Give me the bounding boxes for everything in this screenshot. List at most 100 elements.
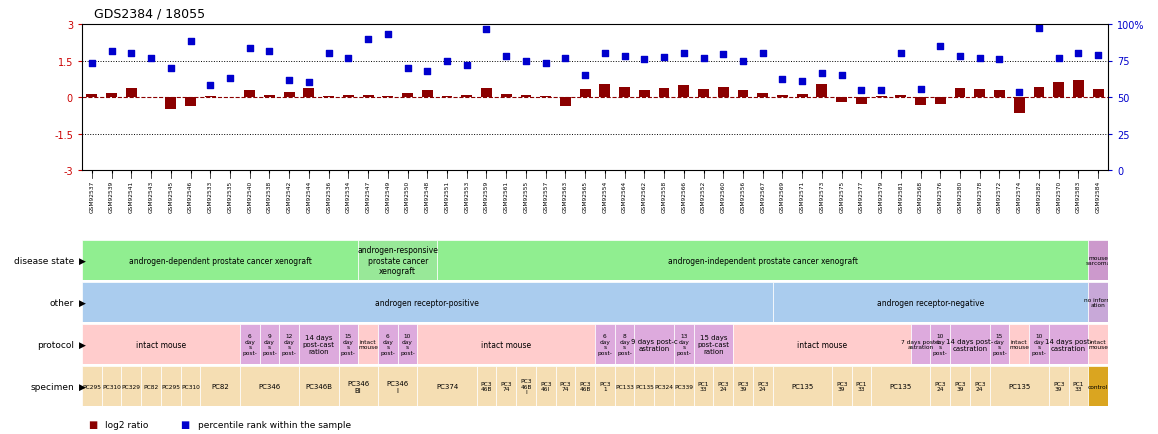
Text: GSM92535: GSM92535 [227,181,233,213]
Text: 10
day
s
post-: 10 day s post- [401,333,415,355]
Text: log2 ratio: log2 ratio [105,420,148,429]
Point [221,75,240,82]
Bar [910,324,930,364]
Text: GSM92564: GSM92564 [622,181,628,213]
Text: intact mouse: intact mouse [135,340,186,349]
Bar [615,324,635,364]
Bar [738,91,748,98]
Text: GSM92583: GSM92583 [1076,181,1080,213]
Point [418,69,437,76]
Bar [284,92,294,98]
Point [872,88,891,95]
Bar [576,366,595,406]
Bar [264,95,274,98]
Bar [639,91,650,98]
Text: intact mouse: intact mouse [482,340,532,349]
Point [970,56,989,62]
Text: 15
day
s
post-: 15 day s post- [992,333,1007,355]
Bar [694,366,713,406]
Point [635,57,653,64]
Text: PC374: PC374 [435,383,459,389]
Text: GSM92567: GSM92567 [760,181,765,213]
Bar [126,89,137,98]
Bar [338,366,378,406]
Bar [402,94,413,98]
Text: PC3
39: PC3 39 [738,381,749,391]
Text: PC346: PC346 [258,383,280,389]
Text: mouse
sarcoma: mouse sarcoma [1085,255,1111,266]
Text: PC1
33: PC1 33 [856,381,867,391]
Bar [954,89,966,98]
Bar [358,324,378,364]
Point [477,26,496,33]
Point [241,46,259,53]
Bar [659,89,669,98]
Bar [1093,90,1104,98]
Bar [240,324,259,364]
Text: PC3
39: PC3 39 [836,381,848,391]
Text: GSM92576: GSM92576 [938,181,943,213]
Bar [417,324,595,364]
Text: PC3
46B: PC3 46B [579,381,591,391]
Bar [930,324,951,364]
Bar [974,90,985,98]
Text: PC310: PC310 [181,384,200,389]
Text: 10
day
s
post-: 10 day s post- [1032,333,1047,355]
Point [102,48,120,55]
Text: GSM92538: GSM92538 [267,181,272,213]
Point [201,82,220,89]
Point [1089,53,1107,59]
Text: androgen receptor-negative: androgen receptor-negative [877,298,984,307]
Bar [718,88,728,98]
Point [516,58,535,65]
Text: 8
day
s
post-: 8 day s post- [617,333,632,355]
Point [122,51,140,58]
Bar [694,324,733,364]
Text: 9
day
s
post-: 9 day s post- [262,333,277,355]
Point [892,51,910,58]
Bar [1069,366,1089,406]
Point [556,56,574,62]
Bar [417,366,477,406]
Text: PC1
33: PC1 33 [698,381,709,391]
Text: GSM92545: GSM92545 [168,181,174,213]
Text: GSM92562: GSM92562 [642,181,647,213]
Text: specimen: specimen [30,381,74,391]
Text: PC3
46I: PC3 46I [540,381,551,391]
Point [339,56,358,62]
Text: GSM92575: GSM92575 [840,181,844,213]
Text: GSM92569: GSM92569 [780,181,785,213]
Text: percentile rank within the sample: percentile rank within the sample [198,420,351,429]
Text: androgen-dependent prostate cancer xenograft: androgen-dependent prostate cancer xenog… [129,256,312,265]
Text: 14 days post-
castration: 14 days post- castration [946,338,994,351]
Text: 6
day
s
post-: 6 day s post- [598,333,613,355]
Bar [500,95,512,98]
Bar [122,366,141,406]
Bar [82,283,772,322]
Text: GDS2384 / 18055: GDS2384 / 18055 [94,8,205,20]
Point [714,52,733,59]
Bar [225,97,235,98]
Text: PC1
33: PC1 33 [1072,381,1084,391]
Text: 6
day
s
post-: 6 day s post- [380,333,395,355]
Bar [970,366,990,406]
Bar [382,96,394,98]
Text: GSM92571: GSM92571 [800,181,805,213]
Text: 14 days
post-cast
ration: 14 days post-cast ration [302,334,335,354]
Point [320,51,338,58]
Text: ■: ■ [181,419,190,429]
Text: GSM92537: GSM92537 [89,181,94,213]
Text: GSM92552: GSM92552 [701,181,706,213]
Text: GSM92563: GSM92563 [563,181,567,213]
Text: GSM92580: GSM92580 [958,181,962,213]
Text: GSM92551: GSM92551 [445,181,449,213]
Bar [1089,366,1108,406]
Text: ▶: ▶ [79,381,86,391]
Bar [797,95,807,98]
Bar [397,324,417,364]
Bar [161,366,181,406]
Text: GSM92555: GSM92555 [523,181,528,213]
Point [852,87,871,94]
Text: GSM92534: GSM92534 [346,181,351,213]
Bar [635,366,654,406]
